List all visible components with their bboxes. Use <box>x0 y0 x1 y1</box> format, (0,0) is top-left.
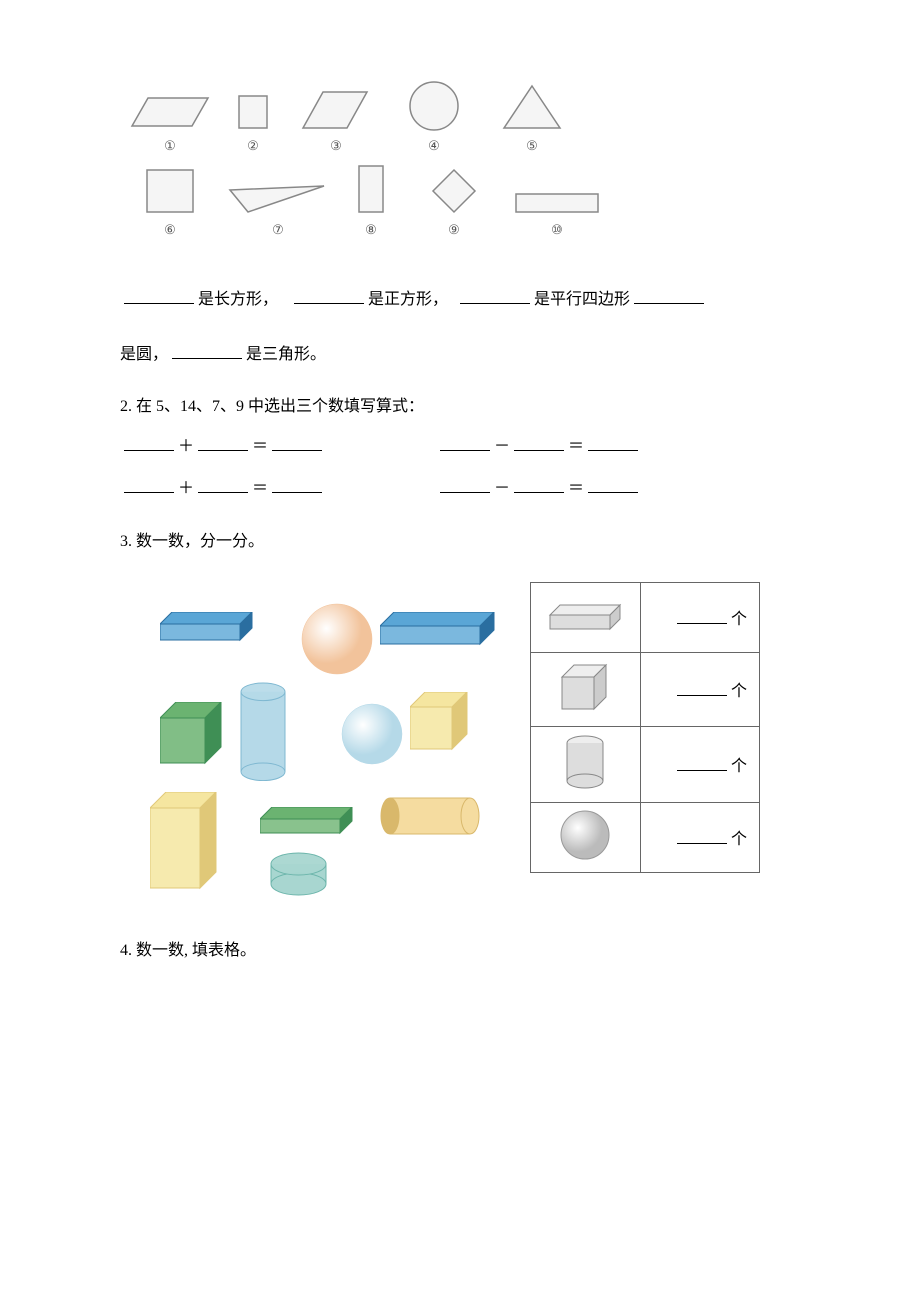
solid-cube <box>160 702 223 765</box>
shape-3-parallelogram: ③ <box>296 88 376 154</box>
cylinder-icon-cell <box>531 726 641 802</box>
shape-label: ② <box>247 138 259 154</box>
q3-intro: 3. 数一数，分一分。 <box>120 523 800 561</box>
q3-answer-table: 个 个 个 <box>530 582 760 873</box>
shape-label: ④ <box>428 138 440 154</box>
shape-8-rectangle-tall: ⑧ <box>346 162 396 238</box>
blank-input[interactable] <box>198 475 248 493</box>
blank-input[interactable] <box>440 475 490 493</box>
shape-label: ⑨ <box>448 222 460 238</box>
shape-7-triangle-thin: ⑦ <box>228 182 328 238</box>
blank-triangle[interactable] <box>172 341 242 359</box>
table-row-cube: 个 <box>531 652 760 726</box>
solid-sphere <box>300 602 374 676</box>
solid-cuboid_long <box>380 612 496 646</box>
cube-icon-cell <box>531 652 641 726</box>
shape-label: ⑥ <box>164 222 176 238</box>
blank-input[interactable] <box>272 433 322 451</box>
blank-input[interactable] <box>514 433 564 451</box>
shape-label: ⑩ <box>551 222 563 238</box>
q4-intro: 4. 数一数, 填表格。 <box>120 932 800 970</box>
solid-cuboid_flat <box>160 612 254 642</box>
blank-circle[interactable] <box>634 286 704 304</box>
text: 是圆， <box>120 346 168 363</box>
unit-text: 个 <box>731 611 747 628</box>
shape-label: ③ <box>330 138 342 154</box>
shape-4-circle: ④ <box>394 80 474 154</box>
q2-intro: 2. 在 5、14、7、9 中选出三个数填写算式： <box>120 388 800 426</box>
shape-label: ⑦ <box>272 222 284 238</box>
plus-sign: ＋ <box>178 438 194 455</box>
solid-cube <box>410 692 469 751</box>
unit-text: 个 <box>731 683 747 700</box>
q3-solid-shapes <box>120 582 490 902</box>
shape-10-rectangle-wide: ⑩ <box>512 190 602 238</box>
equals-sign: ＝ <box>568 480 584 497</box>
shape-label: ① <box>164 138 176 154</box>
table-row-sphere: 个 <box>531 802 760 872</box>
blank-input[interactable] <box>588 475 638 493</box>
table-row-cylinder: 个 <box>531 726 760 802</box>
unit-text: 个 <box>731 758 747 775</box>
blank-parallelogram[interactable] <box>460 286 530 304</box>
q3-content: 个 个 个 <box>120 582 800 902</box>
blank-rectangle[interactable] <box>124 286 194 304</box>
blank-input[interactable] <box>124 433 174 451</box>
sphere-count[interactable]: 个 <box>640 802 759 872</box>
blank-input[interactable] <box>440 433 490 451</box>
solid-cuboid_flat <box>260 807 354 835</box>
solid-cuboid_tall <box>150 792 218 890</box>
q1-shapes-grid: ① ② ③ ④ ⑤ ⑥ ⑦ ⑧ <box>120 80 800 238</box>
shape-9-diamond: ⑨ <box>414 166 494 238</box>
plus-sign: ＋ <box>178 480 194 497</box>
cube-count[interactable]: 个 <box>640 652 759 726</box>
shape-label: ⑤ <box>526 138 538 154</box>
blank-input[interactable] <box>124 475 174 493</box>
text: 是三角形。 <box>246 346 326 363</box>
eq-row-1: ＋ ＝ － ＝ <box>120 426 800 468</box>
solid-cylinder_h <box>380 797 480 835</box>
cuboid-count[interactable]: 个 <box>640 582 759 652</box>
table-row-cuboid: 个 <box>531 582 760 652</box>
solid-cylinder_flat <box>270 852 327 896</box>
q1-row-2: ⑥ ⑦ ⑧ ⑨ ⑩ <box>130 162 800 238</box>
q2-equations: ＋ ＝ － ＝ ＋ ＝ － ＝ <box>120 426 800 509</box>
equals-sign: ＝ <box>568 438 584 455</box>
shape-2-square-small: ② <box>228 92 278 154</box>
minus-sign: － <box>494 480 510 497</box>
cylinder-icon <box>560 731 610 793</box>
blank-input[interactable] <box>514 475 564 493</box>
eq-row-2: ＋ ＝ － ＝ <box>120 468 800 510</box>
shape-1-parallelogram: ① <box>130 92 210 154</box>
solid-cylinder_v <box>240 682 286 782</box>
cube-icon <box>550 657 620 717</box>
shape-5-triangle: ⑤ <box>492 82 572 154</box>
blank-input[interactable] <box>272 475 322 493</box>
sphere-icon-cell <box>531 802 641 872</box>
cuboid-icon-cell <box>531 582 641 652</box>
q1-sentence-line2: 是圆， 是三角形。 <box>120 333 800 378</box>
cuboid-icon <box>540 595 630 635</box>
q1-sentence-line1: 是长方形， 是正方形， 是平行四边形 <box>120 278 800 323</box>
shape-label: ⑧ <box>365 222 377 238</box>
text: 是平行四边形 <box>534 291 630 308</box>
cylinder-count[interactable]: 个 <box>640 726 759 802</box>
blank-square[interactable] <box>294 286 364 304</box>
q1-row-1: ① ② ③ ④ ⑤ <box>130 80 800 154</box>
blank-input[interactable] <box>198 433 248 451</box>
equals-sign: ＝ <box>252 438 268 455</box>
text: 是长方形， <box>198 291 278 308</box>
text: 是正方形， <box>368 291 448 308</box>
blank-input[interactable] <box>588 433 638 451</box>
equals-sign: ＝ <box>252 480 268 497</box>
sphere-icon <box>557 807 613 863</box>
shape-6-square: ⑥ <box>130 166 210 238</box>
solid-sphere <box>340 702 404 766</box>
minus-sign: － <box>494 438 510 455</box>
unit-text: 个 <box>731 831 747 848</box>
